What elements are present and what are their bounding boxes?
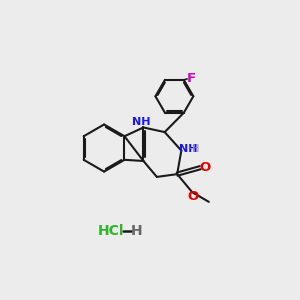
- Text: NH: NH: [132, 117, 151, 128]
- Text: NH: NH: [178, 144, 197, 154]
- Text: H: H: [130, 224, 142, 238]
- Text: HCl: HCl: [98, 224, 124, 238]
- Text: O: O: [199, 161, 211, 174]
- Text: O: O: [187, 190, 198, 203]
- Text: F: F: [187, 72, 196, 85]
- Text: ·H: ·H: [189, 144, 199, 154]
